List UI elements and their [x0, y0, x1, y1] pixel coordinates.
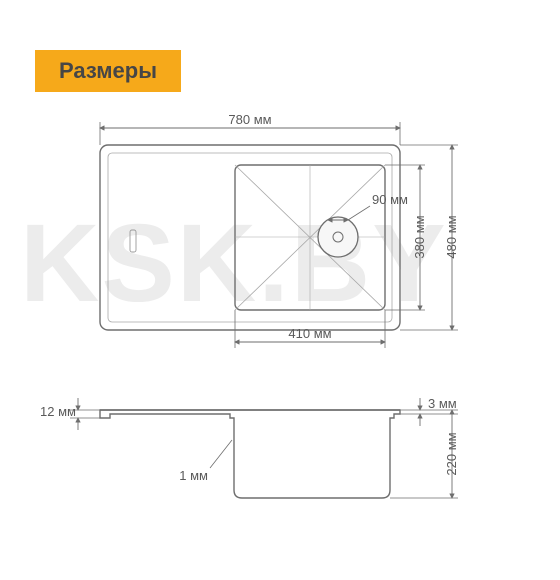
dim-bowl-height: 380 мм [412, 215, 427, 258]
section-title: Размеры [35, 50, 181, 92]
dim-bowl-width: 410 мм [288, 326, 331, 341]
dim-drain-diameter: 90 мм [372, 192, 408, 207]
side-view: 12 мм 1 мм 3 мм 220 мм [40, 396, 459, 498]
top-view: 780 мм 410 мм 480 мм 380 мм 90 мм [100, 112, 459, 348]
dim-lip: 12 мм [40, 404, 76, 419]
dim-rim: 3 мм [428, 396, 457, 411]
dim-outer-width: 780 мм [228, 112, 271, 127]
dim-outer-height: 480 мм [444, 215, 459, 258]
dim-wall: 1 мм [179, 468, 208, 483]
dimensions-diagram: 780 мм 410 мм 480 мм 380 мм 90 мм 12 мм [60, 110, 500, 540]
dim-depth: 220 мм [444, 432, 459, 475]
